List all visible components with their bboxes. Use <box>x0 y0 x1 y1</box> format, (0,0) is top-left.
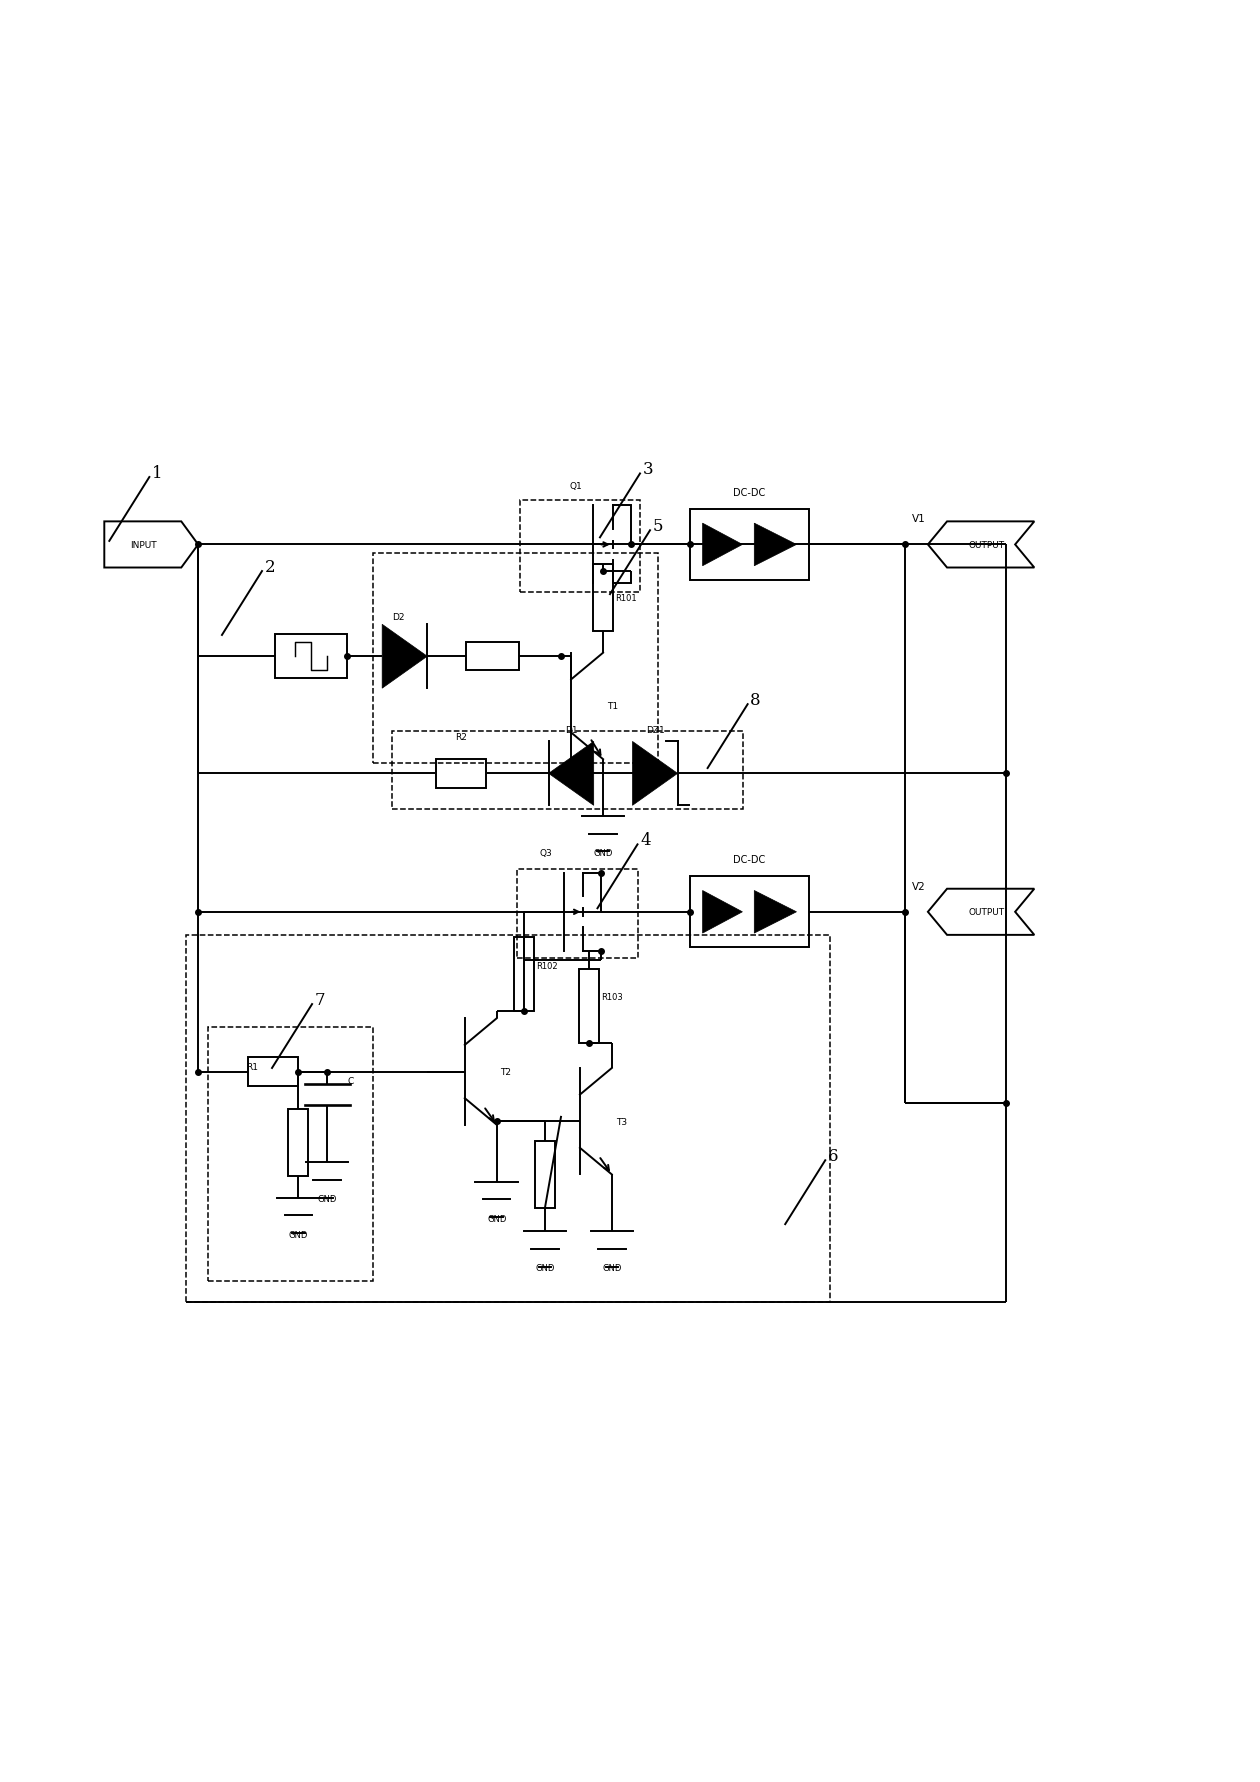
Text: INPUT: INPUT <box>131 540 158 549</box>
Text: T3: T3 <box>616 1117 626 1126</box>
Text: D1: D1 <box>564 725 577 734</box>
Text: 2: 2 <box>265 558 275 576</box>
Text: 3: 3 <box>643 462 653 478</box>
Polygon shape <box>382 625 427 690</box>
Text: OUTPUT: OUTPUT <box>969 540 1004 549</box>
Polygon shape <box>703 524 742 567</box>
Bar <box>248 1059 299 1085</box>
Polygon shape <box>703 891 742 934</box>
Bar <box>690 877 809 948</box>
Text: DZ1: DZ1 <box>645 725 664 734</box>
Text: R102: R102 <box>536 960 558 969</box>
Text: DC-DC: DC-DC <box>733 854 766 864</box>
Text: GND: GND <box>536 1263 554 1272</box>
Text: DC-DC: DC-DC <box>733 486 766 497</box>
Text: OUTPUT: OUTPUT <box>969 907 1004 916</box>
Polygon shape <box>755 524 796 567</box>
Text: R103: R103 <box>601 993 622 1001</box>
Bar <box>578 969 598 1044</box>
Text: Q1: Q1 <box>570 481 582 490</box>
Text: V1: V1 <box>912 513 925 524</box>
Text: GND: GND <box>318 1194 336 1203</box>
Bar <box>514 937 534 1012</box>
Text: V2: V2 <box>912 880 925 891</box>
Text: GND: GND <box>488 1214 507 1222</box>
Text: T2: T2 <box>500 1067 512 1076</box>
Bar <box>690 510 809 581</box>
Text: R1: R1 <box>246 1062 258 1071</box>
Text: R101: R101 <box>616 593 638 602</box>
Text: 7: 7 <box>315 991 325 1009</box>
Bar <box>536 1140 554 1208</box>
Polygon shape <box>755 891 796 934</box>
Text: R2: R2 <box>455 732 467 741</box>
Bar <box>275 634 347 679</box>
Text: GND: GND <box>289 1230 307 1238</box>
Bar <box>436 759 486 788</box>
Text: D2: D2 <box>392 613 404 622</box>
Text: 1: 1 <box>152 465 163 481</box>
Text: GND: GND <box>602 1263 621 1272</box>
Polygon shape <box>548 741 593 805</box>
Text: 8: 8 <box>750 691 761 707</box>
Text: Q3: Q3 <box>539 848 553 857</box>
Bar <box>466 643 519 672</box>
Text: 6: 6 <box>828 1148 838 1164</box>
Text: C: C <box>346 1076 353 1085</box>
Text: GND: GND <box>593 848 612 857</box>
Text: 5: 5 <box>653 517 663 535</box>
Polygon shape <box>633 741 678 805</box>
Text: 4: 4 <box>640 832 650 848</box>
Text: T1: T1 <box>607 702 617 711</box>
Bar <box>289 1108 309 1176</box>
Bar <box>593 565 614 633</box>
